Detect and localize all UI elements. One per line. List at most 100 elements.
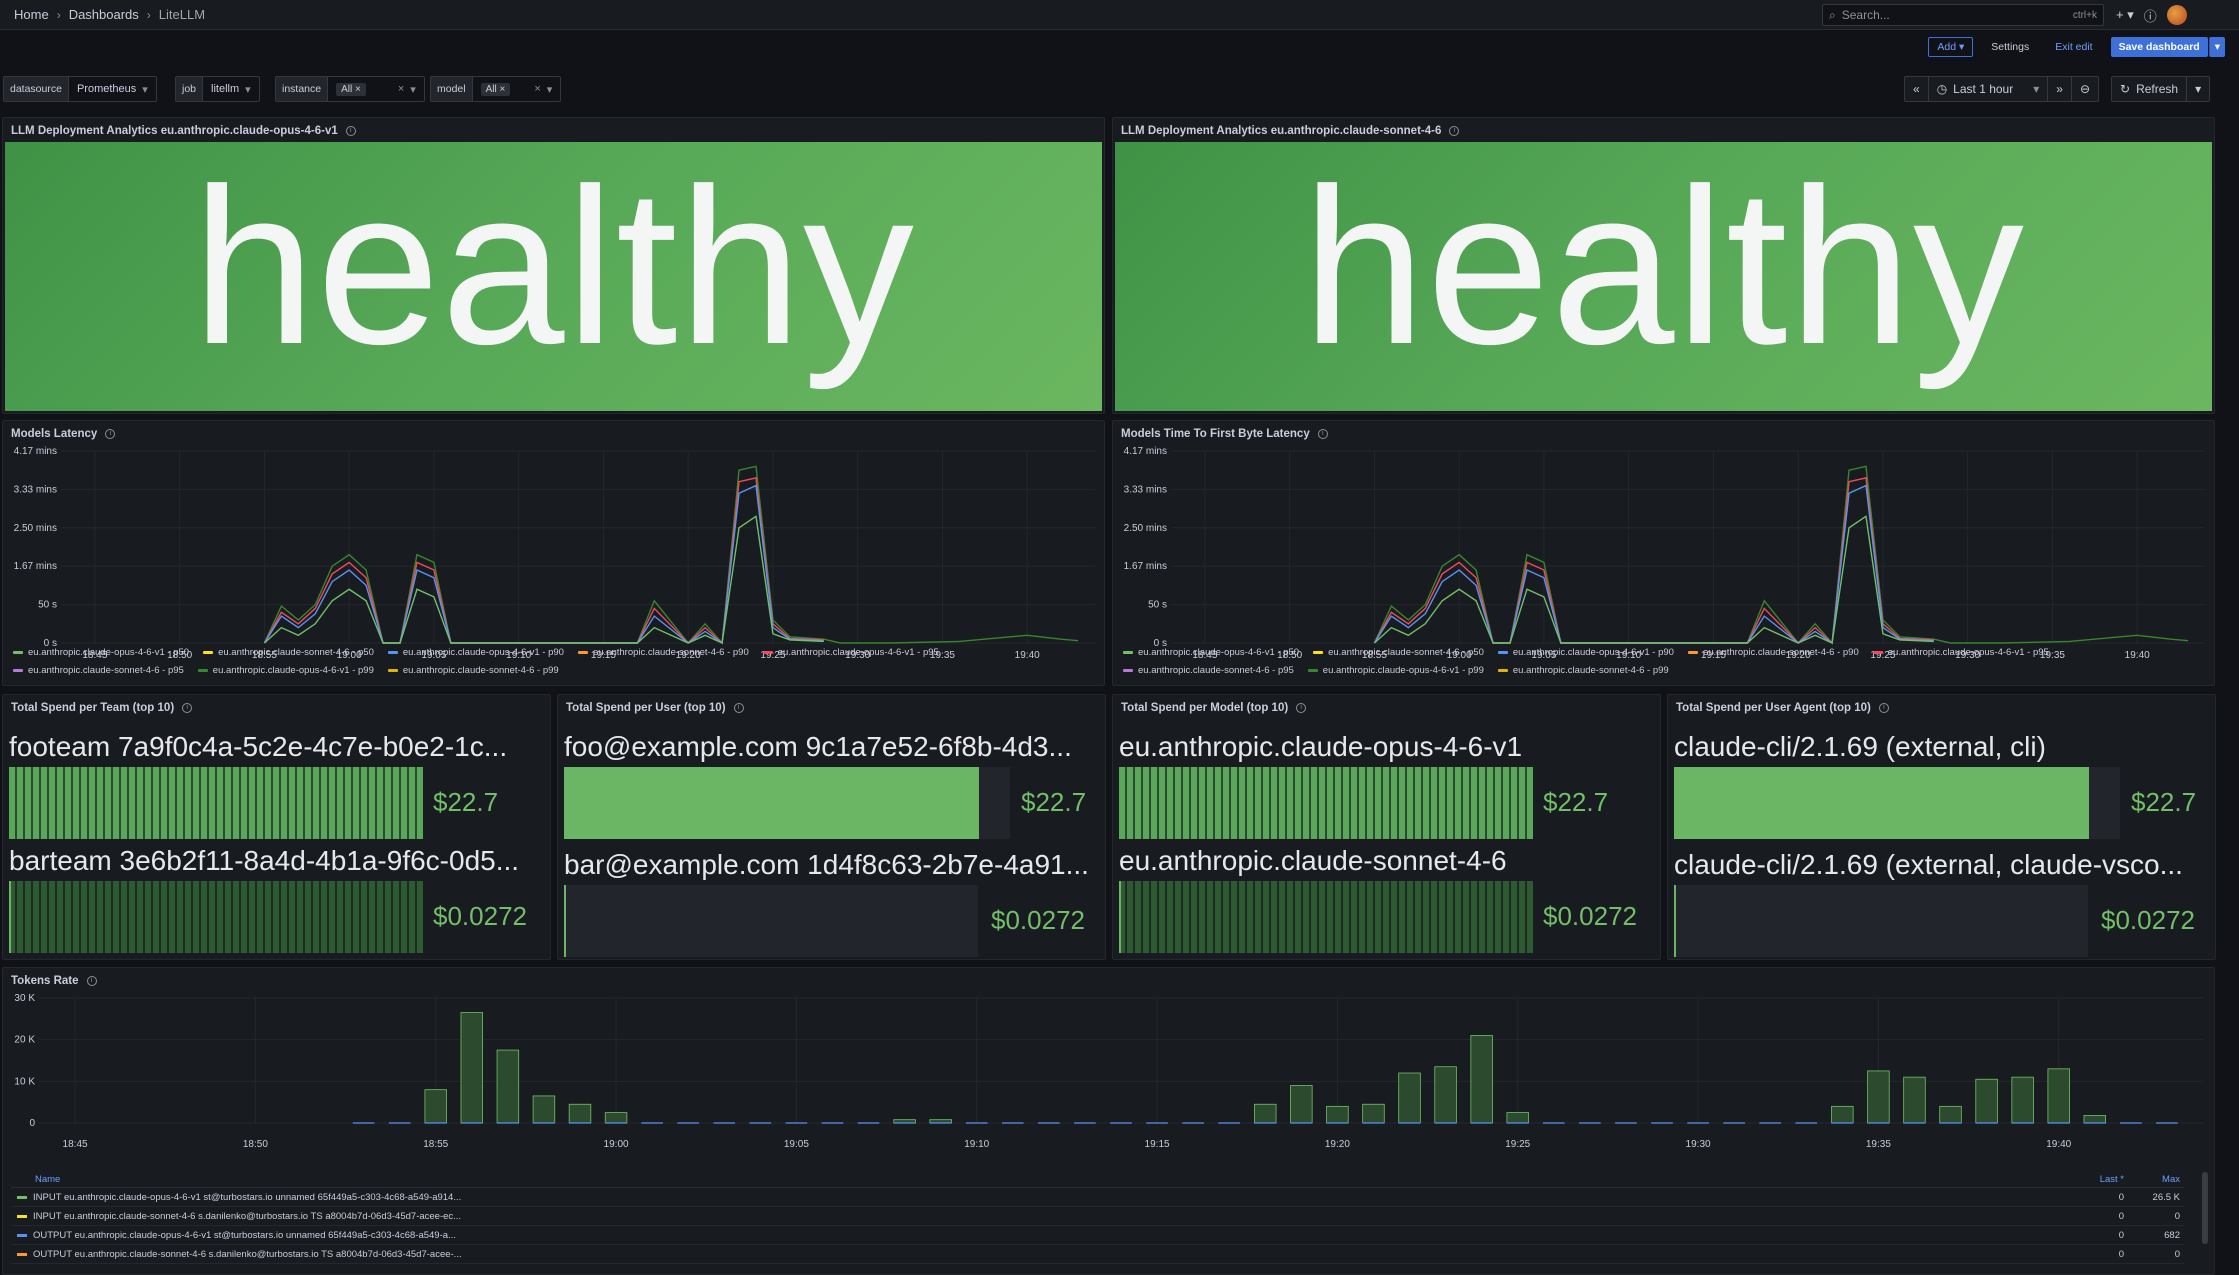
legend-item[interactable]: eu.anthropic.claude-sonnet-4-6 - p90 xyxy=(1687,643,1859,661)
new-menu-icon[interactable]: + ▾ xyxy=(2116,7,2134,22)
legend-item[interactable]: eu.anthropic.claude-sonnet-4-6 - p99 xyxy=(1497,661,1669,679)
row-name: INPUT eu.anthropic.claude-sonnet-4-6 s.d… xyxy=(11,1211,2080,1222)
series-line[interactable] xyxy=(1373,484,1934,645)
time-back-button[interactable]: « xyxy=(1905,77,1929,101)
series-line[interactable] xyxy=(263,484,824,645)
variable-chip: All × xyxy=(480,82,511,96)
row-label: INPUT eu.anthropic.claude-opus-4-6-v1 st… xyxy=(33,1191,462,1203)
col-max[interactable]: Max xyxy=(2162,1174,2180,1185)
bar[interactable] xyxy=(1939,1105,1962,1124)
info-icon[interactable]: i xyxy=(1449,126,1460,136)
series-line[interactable] xyxy=(1373,515,1934,645)
col-last[interactable]: Last * xyxy=(2099,1174,2124,1185)
settings-button[interactable]: Settings xyxy=(1991,41,2030,53)
bar[interactable] xyxy=(1831,1105,1854,1124)
series-line[interactable] xyxy=(263,515,824,645)
save-options-button[interactable]: ▾ xyxy=(2208,37,2225,57)
info-icon[interactable]: i xyxy=(733,703,744,713)
save-dashboard-button[interactable]: Save dashboard xyxy=(2110,37,2208,57)
legend-item[interactable]: eu.anthropic.claude-opus-4-6-v1 - p50 xyxy=(1123,643,1299,661)
bar[interactable] xyxy=(1254,1103,1277,1124)
series-line[interactable] xyxy=(1373,477,1934,645)
info-icon[interactable]: i xyxy=(182,703,193,713)
ttfb-chart[interactable]: 0 s 50 s 1.67 mins 2.50 mins 3.33 mins 4.17 m… xyxy=(1113,443,2215,667)
bar[interactable] xyxy=(532,1095,556,1124)
legend-item[interactable]: eu.anthropic.claude-opus-4-6-v1 - p50 xyxy=(13,643,189,661)
bar[interactable] xyxy=(1506,1112,1529,1124)
refresh-button[interactable]: ↻ Refresh xyxy=(2112,77,2188,101)
bar[interactable] xyxy=(604,1112,628,1124)
tokens-chart[interactable]: 0 10 K 20 K 30 K 18:45 18:50 18:55 19:00 19:05 19… xyxy=(3,990,2215,1190)
clear-icon[interactable]: × xyxy=(397,83,405,95)
legend-item[interactable]: eu.anthropic.claude-sonnet-4-6 - p90 xyxy=(577,643,749,661)
row-max: 0 xyxy=(2174,1248,2180,1260)
variable-instance[interactable]: instance All × × ▾ xyxy=(275,76,425,102)
chevron-down-icon: ▾ xyxy=(410,83,416,96)
y-tick-label: 20 K xyxy=(14,1035,35,1046)
clear-icon[interactable]: × xyxy=(534,83,541,95)
scrollbar[interactable] xyxy=(2202,1172,2208,1244)
bar[interactable] xyxy=(496,1049,520,1124)
legend-item[interactable]: eu.anthropic.claude-sonnet-4-6 - p95 xyxy=(13,661,184,679)
bar[interactable] xyxy=(2047,1068,2070,1124)
breadcrumb-home[interactable]: Home xyxy=(14,7,49,22)
bar[interactable] xyxy=(1398,1072,1421,1124)
bar[interactable] xyxy=(1470,1035,1493,1124)
panel-title: Tokens Rate xyxy=(11,975,79,987)
series-line[interactable] xyxy=(263,465,1079,645)
legend-item[interactable]: eu.anthropic.claude-sonnet-4-6 - p50 xyxy=(1313,643,1484,661)
time-picker[interactable]: ◷ Last 1 hour ▾ xyxy=(1929,77,2049,101)
info-icon[interactable]: i xyxy=(105,429,116,439)
variable-model[interactable]: model All × × ▾ xyxy=(430,76,562,102)
variable-job[interactable]: job litellm ▾ xyxy=(175,76,260,102)
bar[interactable] xyxy=(1290,1085,1313,1124)
legend-label: eu.anthropic.claude-sonnet-4-6 - p95 xyxy=(28,664,184,676)
legend-label: eu.anthropic.claude-opus-4-6-v1 - p95 xyxy=(777,646,939,658)
bar[interactable] xyxy=(1975,1078,1998,1124)
bar[interactable] xyxy=(1434,1066,1457,1124)
info-icon[interactable]: i xyxy=(1296,703,1307,713)
zoom-out-button[interactable]: ⊖ xyxy=(2079,82,2090,96)
variable-datasource[interactable]: datasource Prometheus ▾ xyxy=(3,76,157,102)
table-row[interactable]: INPUT eu.anthropic.claude-sonnet-4-6 s.d… xyxy=(11,1207,2184,1226)
legend-item[interactable]: eu.anthropic.claude-opus-4-6-v1 - p99 xyxy=(197,661,374,679)
time-forward-button[interactable]: » xyxy=(2048,77,2072,101)
legend-item[interactable]: eu.anthropic.claude-opus-4-6-v1 - p95 xyxy=(762,643,939,661)
legend-item[interactable]: eu.anthropic.claude-opus-4-6-v1 - p90 xyxy=(1497,643,1674,661)
help-icon[interactable]: ⓘ xyxy=(2143,8,2157,24)
bar[interactable] xyxy=(2011,1076,2034,1124)
latency-chart[interactable]: 0 s 50 s 1.67 mins 2.50 mins 3.33 mins 4.17 m… xyxy=(3,443,1105,667)
col-name[interactable]: Name xyxy=(35,1174,61,1185)
info-icon[interactable]: i xyxy=(1878,703,1889,713)
add-button[interactable]: Add ▾ xyxy=(1928,37,1974,57)
legend-item[interactable]: eu.anthropic.claude-opus-4-6-v1 - p90 xyxy=(387,643,564,661)
legend-item[interactable]: eu.anthropic.claude-sonnet-4-6 - p99 xyxy=(387,661,559,679)
bar[interactable] xyxy=(1362,1103,1385,1124)
variable-label: model xyxy=(431,77,473,101)
avatar[interactable] xyxy=(2166,5,2187,25)
bar[interactable] xyxy=(568,1103,592,1124)
table-row[interactable]: OUTPUT eu.anthropic.claude-opus-4-6-v1 s… xyxy=(11,1226,2184,1245)
bar[interactable] xyxy=(2083,1115,2107,1124)
refresh-interval-button[interactable]: ▾ xyxy=(2195,82,2202,96)
info-icon[interactable]: i xyxy=(86,976,97,986)
legend-item[interactable]: eu.anthropic.claude-sonnet-4-6 - p95 xyxy=(1123,661,1294,679)
bar[interactable] xyxy=(460,1012,484,1124)
breadcrumb-dashboards[interactable]: Dashboards xyxy=(68,7,139,22)
bar[interactable] xyxy=(1867,1070,1890,1124)
info-icon[interactable]: i xyxy=(345,126,356,136)
panel-title: Models Time To First Byte Latency xyxy=(1121,428,1310,440)
search-input[interactable]: ⌕ Search... ctrl+k xyxy=(1822,4,2104,26)
legend-item[interactable]: eu.anthropic.claude-opus-4-6-v1 - p95 xyxy=(1872,643,2049,661)
legend-item[interactable]: eu.anthropic.claude-sonnet-4-6 - p50 xyxy=(203,643,374,661)
exit-edit-button[interactable]: Exit edit xyxy=(2055,41,2093,53)
series-line[interactable] xyxy=(263,477,824,645)
bar[interactable] xyxy=(1903,1076,1926,1124)
table-row[interactable]: OUTPUT eu.anthropic.claude-sonnet-4-6 s.… xyxy=(11,1245,2184,1264)
bar[interactable] xyxy=(424,1089,447,1124)
table-row[interactable]: INPUT eu.anthropic.claude-opus-4-6-v1 st… xyxy=(11,1188,2184,1207)
bar[interactable] xyxy=(1326,1105,1349,1124)
series-line[interactable] xyxy=(1373,465,2189,645)
legend-item[interactable]: eu.anthropic.claude-opus-4-6-v1 - p99 xyxy=(1307,661,1484,679)
info-icon[interactable]: i xyxy=(1317,429,1328,439)
